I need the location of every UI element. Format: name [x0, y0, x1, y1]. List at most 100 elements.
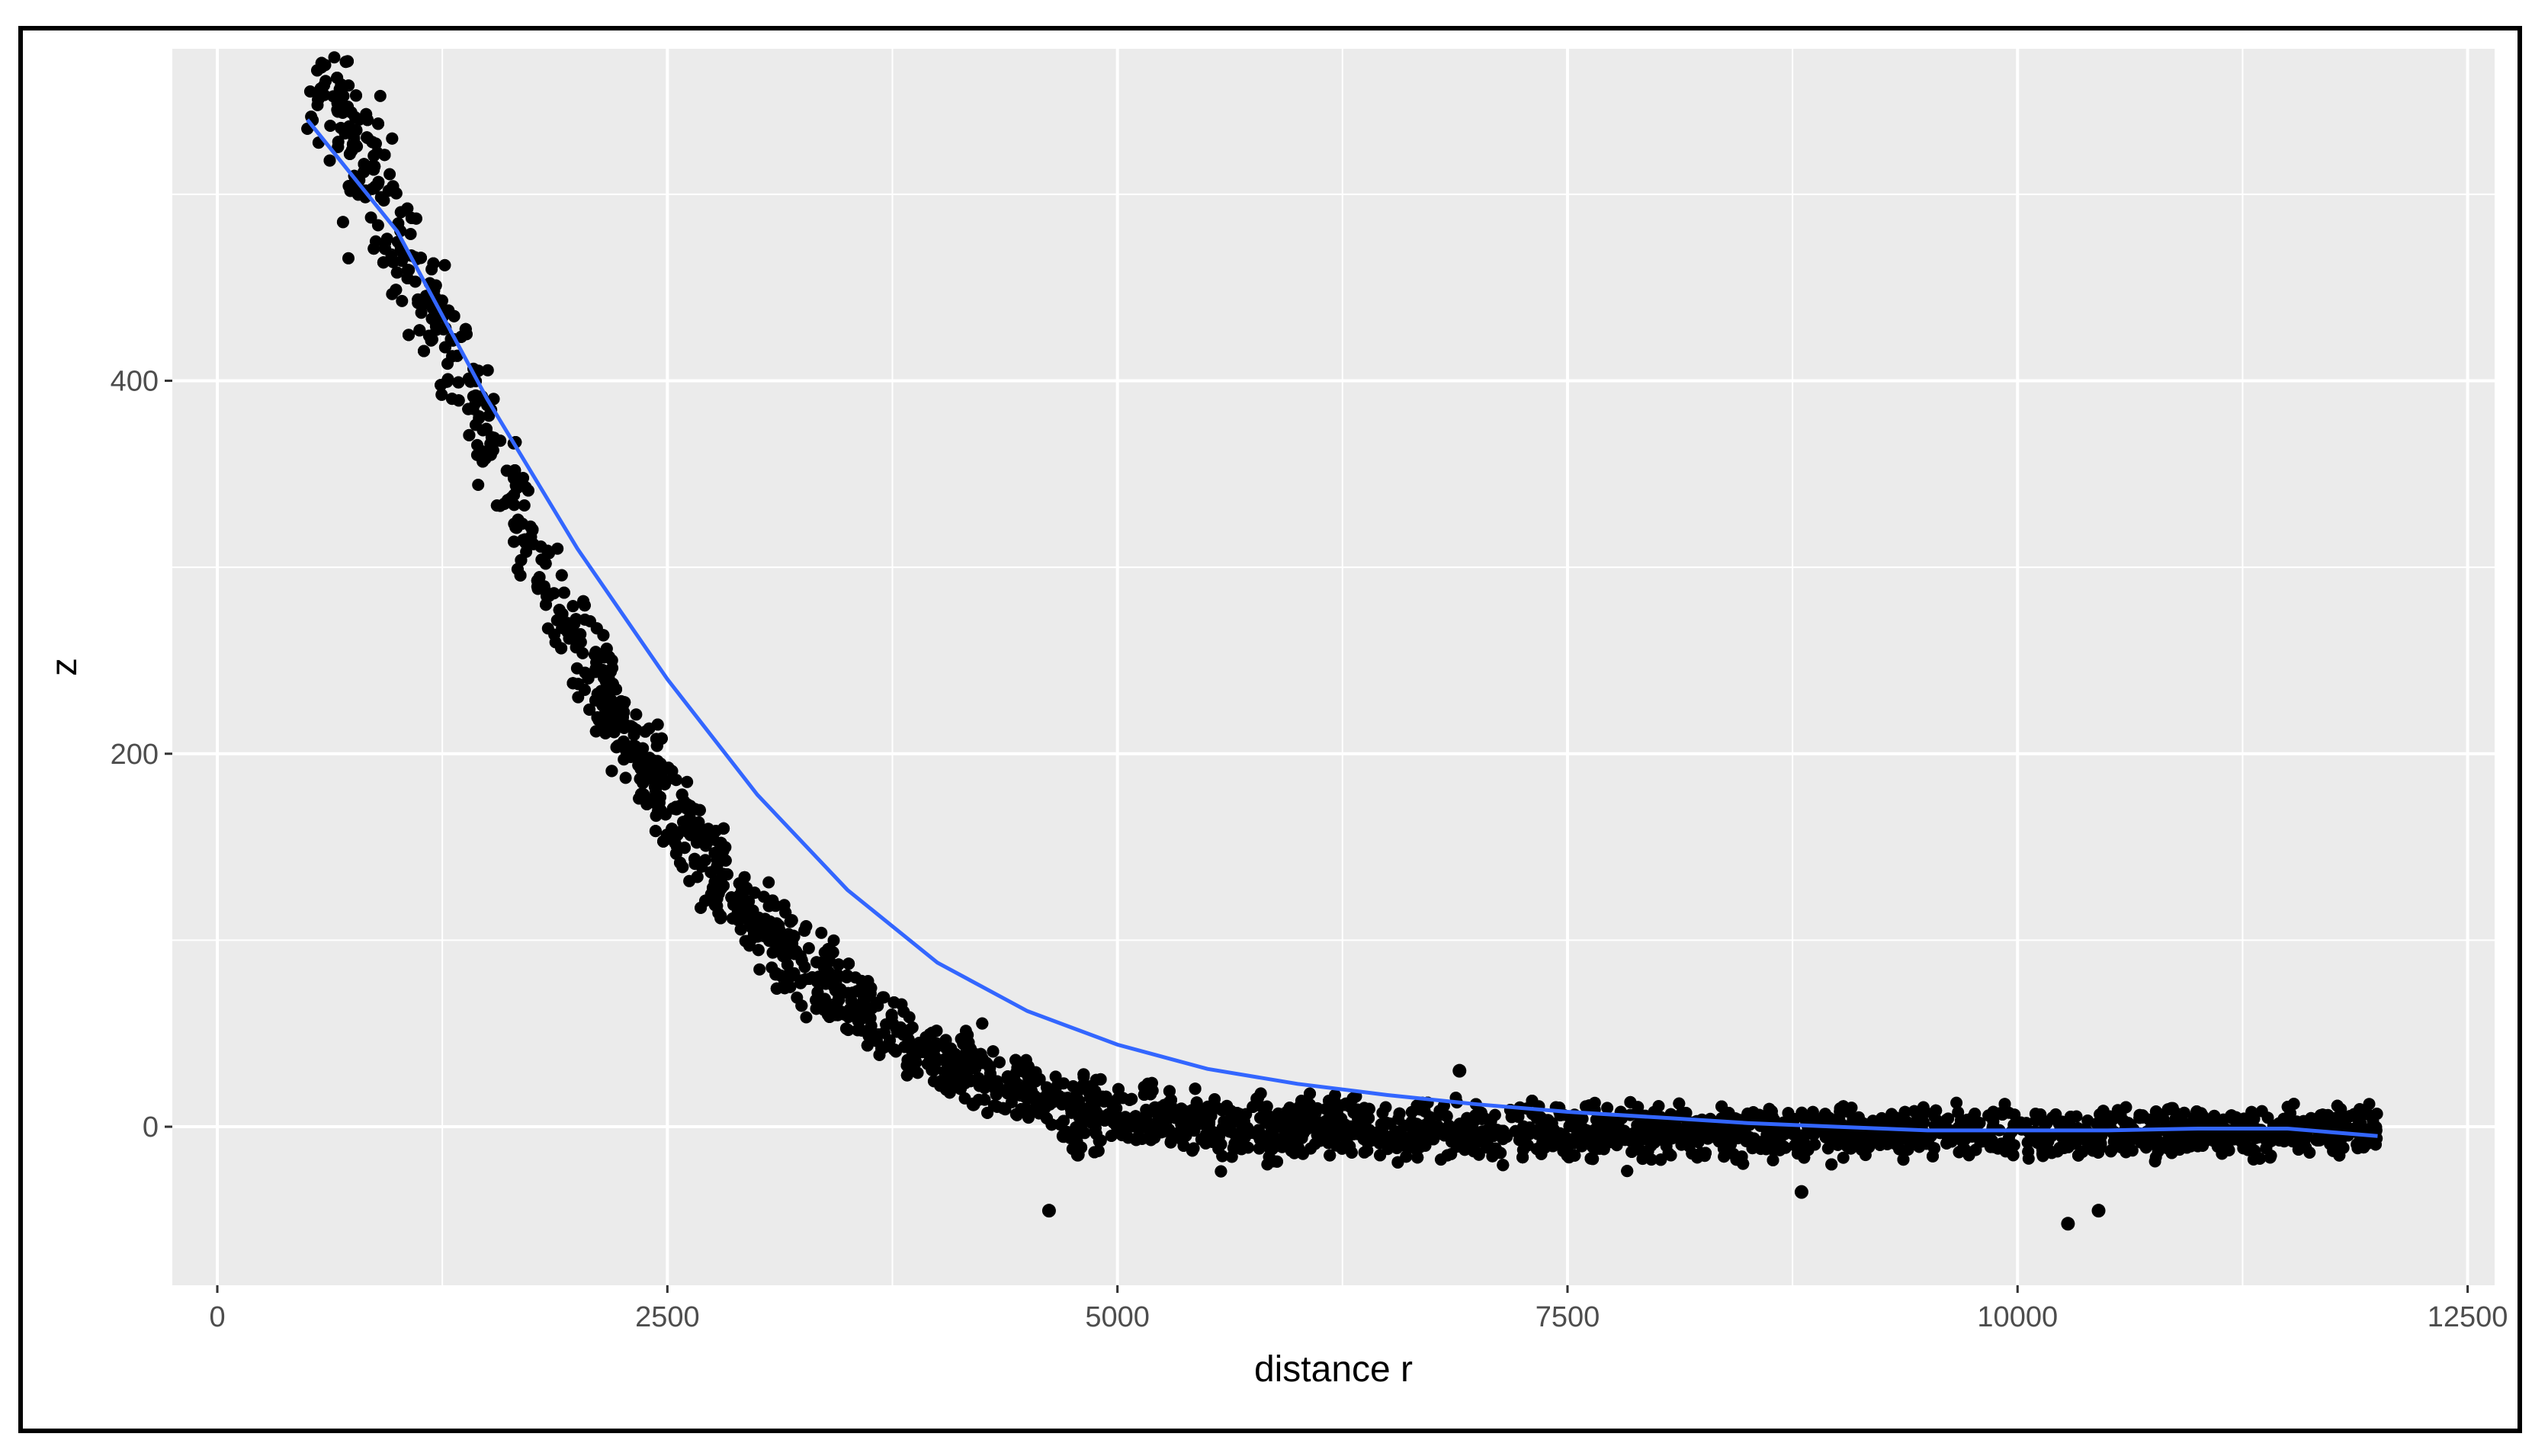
data-point	[1029, 1075, 1042, 1088]
data-point	[2136, 1111, 2148, 1124]
data-point	[1953, 1146, 1966, 1159]
data-point	[1077, 1068, 1090, 1081]
data-point	[2369, 1124, 2382, 1136]
data-point	[415, 252, 427, 265]
data-point	[2038, 1130, 2050, 1142]
data-point	[1909, 1116, 1921, 1129]
data-point	[811, 986, 824, 999]
data-point	[515, 553, 528, 566]
data-point	[887, 996, 900, 1009]
data-point	[684, 800, 697, 813]
data-point	[472, 479, 485, 491]
data-point	[1597, 1143, 1610, 1156]
data-point	[377, 256, 390, 269]
data-point	[394, 206, 407, 219]
data-point	[617, 710, 629, 723]
data-point	[832, 958, 845, 971]
data-point	[473, 410, 486, 423]
data-point	[1844, 1142, 1857, 1155]
data-point	[624, 720, 637, 733]
data-point	[1767, 1154, 1779, 1166]
data-point	[324, 120, 337, 132]
data-point	[2151, 1109, 2164, 1122]
data-point	[364, 211, 377, 224]
data-point	[1296, 1103, 1309, 1115]
data-point	[1122, 1121, 1135, 1134]
data-point	[459, 322, 472, 335]
data-point	[367, 149, 380, 162]
data-point	[1374, 1149, 1387, 1162]
data-point	[906, 1021, 919, 1034]
data-point	[1215, 1124, 1228, 1137]
data-point	[676, 788, 688, 801]
data-point	[1450, 1140, 1463, 1153]
data-point	[597, 629, 610, 642]
data-point	[1825, 1158, 1838, 1171]
data-point	[555, 569, 568, 582]
data-point	[1200, 1128, 1212, 1141]
plot-panel	[172, 49, 2495, 1285]
data-point	[880, 1018, 893, 1031]
data-point	[878, 1041, 891, 1054]
data-point	[1601, 1102, 1614, 1114]
data-point	[342, 252, 355, 265]
data-point	[390, 266, 403, 279]
data-point	[1782, 1107, 1795, 1120]
data-point	[463, 428, 476, 441]
data-point	[553, 604, 566, 617]
data-point	[634, 772, 647, 785]
data-point	[1901, 1143, 1914, 1156]
data-point	[555, 642, 568, 655]
data-point	[1148, 1102, 1161, 1114]
data-point	[1484, 1130, 1497, 1143]
data-point	[589, 725, 602, 738]
data-point	[1324, 1149, 1337, 1162]
data-point	[2338, 1114, 2350, 1127]
data-point	[679, 842, 691, 855]
data-point	[900, 1059, 913, 1072]
data-point	[557, 586, 570, 599]
data-point	[693, 803, 706, 816]
data-point	[1621, 1165, 1634, 1178]
data-point	[579, 613, 592, 626]
data-point	[404, 228, 417, 240]
data-point	[1821, 1142, 1834, 1155]
data-point	[784, 916, 797, 928]
data-point	[1680, 1107, 1693, 1119]
data-point	[845, 994, 858, 1007]
data-point	[1830, 1132, 1843, 1145]
data-point	[2040, 1117, 2053, 1130]
data-point	[827, 934, 840, 947]
data-point	[1713, 1130, 1725, 1143]
data-point	[2255, 1105, 2268, 1118]
data-point	[1630, 1142, 1642, 1154]
data-point	[736, 882, 749, 895]
data-point	[1486, 1150, 1499, 1163]
data-point	[790, 944, 803, 957]
data-point	[618, 696, 631, 709]
data-point	[938, 1066, 951, 1079]
data-point	[1144, 1088, 1157, 1101]
data-point	[1085, 1112, 1098, 1125]
data-point	[1283, 1103, 1295, 1116]
data-point	[680, 815, 692, 828]
data-point	[481, 364, 494, 377]
data-point	[1897, 1153, 1910, 1166]
data-point	[498, 497, 511, 510]
data-point	[702, 829, 715, 842]
data-point	[699, 894, 712, 907]
data-point	[1267, 1155, 1280, 1168]
data-point	[591, 688, 604, 701]
data-point	[401, 272, 414, 284]
data-point	[583, 703, 596, 716]
data-point	[1260, 1107, 1273, 1120]
data-point	[1471, 1130, 1484, 1143]
data-point	[1876, 1132, 1888, 1145]
data-point	[303, 85, 316, 98]
data-point	[619, 771, 632, 784]
data-point	[332, 140, 345, 153]
data-point	[1094, 1073, 1107, 1086]
data-point	[2297, 1114, 2310, 1127]
data-point	[1512, 1110, 1525, 1123]
